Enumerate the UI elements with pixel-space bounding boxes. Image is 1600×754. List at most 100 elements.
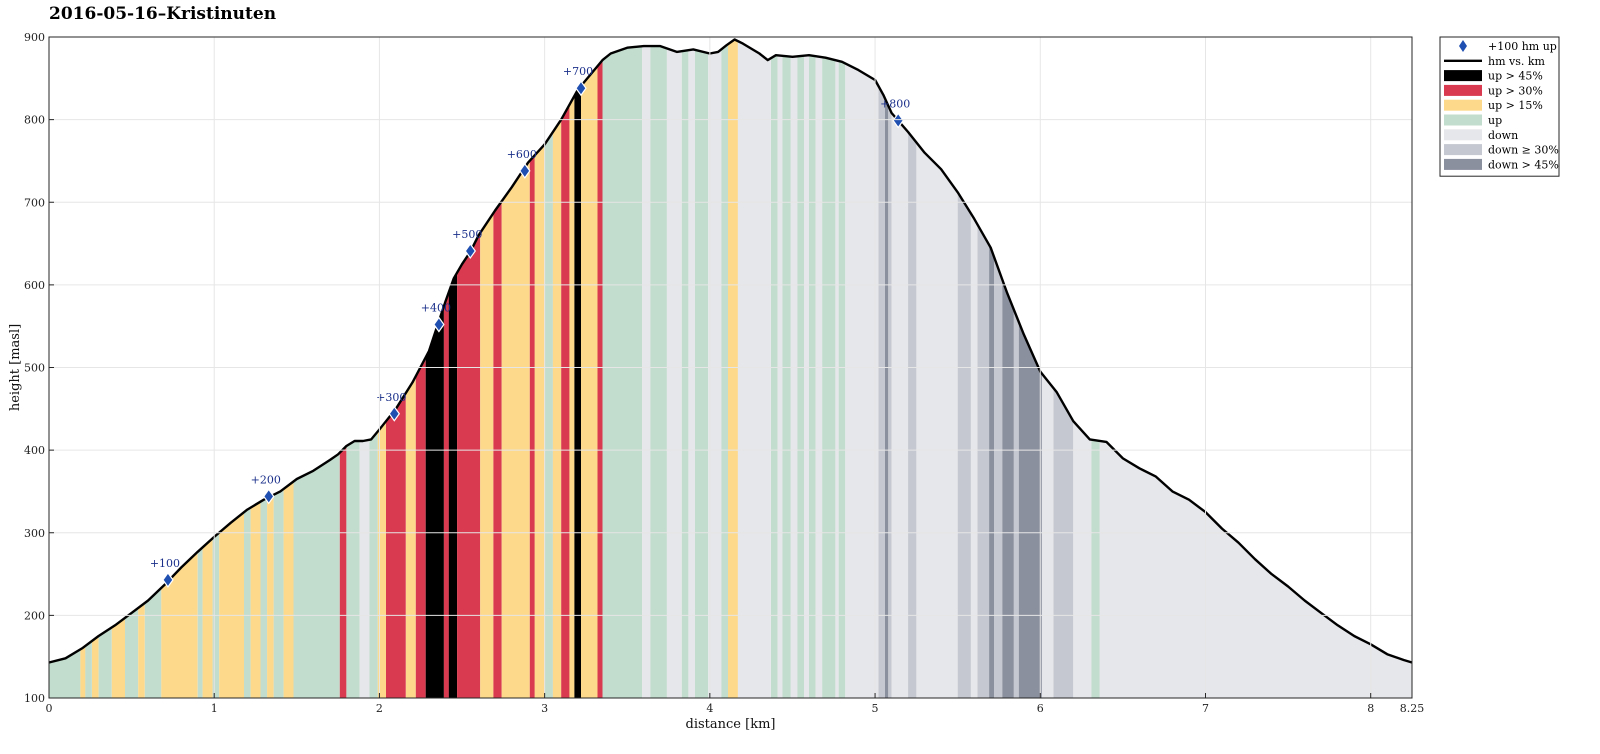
band-up45 <box>574 39 581 698</box>
marker-diamond <box>892 112 904 129</box>
y-tick-label: 400 <box>24 444 45 457</box>
band-down30 <box>878 39 885 698</box>
band-up <box>822 39 836 698</box>
band-down <box>666 39 682 698</box>
axes: 0 1 2 3 4 5 6 7 8 8.25 100 200 300 400 500 600 700 800 900… <box>8 31 1424 732</box>
band-down45 <box>989 39 995 698</box>
x-tick-label: 6 <box>1037 702 1044 715</box>
x-tick-label: 5 <box>872 702 879 715</box>
band-down <box>804 39 809 698</box>
band-up45 <box>448 39 458 698</box>
band-up15 <box>552 39 562 698</box>
band-down30 <box>977 39 990 698</box>
band-up30 <box>443 39 449 698</box>
band-up <box>809 39 816 698</box>
y-tick-label: 600 <box>24 279 45 292</box>
y-tick-label: 300 <box>24 527 45 540</box>
legend-swatch-up <box>1444 114 1482 126</box>
band-down30 <box>1013 39 1019 698</box>
band-up <box>681 39 689 698</box>
legend-label: up <box>1488 114 1502 127</box>
legend-swatch-down30 <box>1444 144 1482 156</box>
band-down30 <box>994 39 1003 698</box>
x-tick-label: 8.25 <box>1400 702 1425 715</box>
band-down45 <box>885 39 889 698</box>
legend-swatch-up30 <box>1444 84 1482 96</box>
marker-label: +300 <box>376 391 406 404</box>
band-down <box>737 39 771 698</box>
band-down <box>815 39 823 698</box>
y-tick-label: 900 <box>24 31 45 44</box>
band-up <box>721 39 728 698</box>
band-up30 <box>597 39 603 698</box>
marker-diamond <box>464 242 477 260</box>
band-up <box>771 39 778 698</box>
legend-swatch-up15 <box>1444 99 1482 111</box>
marker-diamond <box>388 405 401 422</box>
band-up15 <box>581 39 598 698</box>
band-up15 <box>534 39 545 698</box>
legend-label: up > 15% <box>1488 99 1543 112</box>
y-tick-label: 500 <box>24 362 45 375</box>
x-tick-label: 3 <box>541 702 548 715</box>
band-up30 <box>529 39 535 698</box>
marker-diamond <box>575 80 587 97</box>
band-down45 <box>1002 39 1014 698</box>
x-tick-label: 7 <box>1202 702 1209 715</box>
chart-title: 2016-05-16–Kristinuten <box>49 4 277 24</box>
y-tick-label: 200 <box>24 609 45 622</box>
band-down <box>688 39 695 698</box>
legend-swatch-up45 <box>1444 70 1482 82</box>
legend-label: hm vs. km <box>1488 55 1546 68</box>
x-tick-label: 1 <box>211 702 218 715</box>
legend-label: up > 30% <box>1488 84 1543 97</box>
legend-label: +100 hm up <box>1488 40 1557 53</box>
band-down <box>845 39 879 698</box>
band-up <box>695 39 709 698</box>
marker-label: +400 <box>421 302 451 315</box>
x-tick-label: 2 <box>376 702 383 715</box>
band-down <box>777 39 783 698</box>
x-tick-label: 8 <box>1367 702 1374 715</box>
y-tick-label: 100 <box>24 692 45 705</box>
band-up15 <box>569 39 575 698</box>
marker-label: +200 <box>251 473 281 486</box>
x-tick-label: 4 <box>706 702 713 715</box>
band-down30 <box>888 39 892 698</box>
band-up15 <box>728 39 738 698</box>
band-up <box>782 39 791 698</box>
band-up <box>544 39 553 698</box>
marker-diamond <box>433 316 445 333</box>
marker-label: +600 <box>507 148 537 161</box>
band-down <box>891 39 909 698</box>
legend-swatch-marker <box>1459 40 1467 52</box>
band-down <box>708 39 722 698</box>
marker-label: +700 <box>563 65 593 78</box>
y-axis-label: height [masl] <box>8 324 23 411</box>
band-up30 <box>493 39 502 698</box>
legend-label: down > 45% <box>1488 158 1559 171</box>
legend-swatch-down <box>1444 129 1482 141</box>
band-down <box>642 39 651 698</box>
y-tick-label: 800 <box>24 114 45 127</box>
marker-label: +800 <box>880 97 910 110</box>
marker-diamond <box>162 571 174 588</box>
band-down <box>835 39 839 698</box>
band-down <box>790 39 798 698</box>
legend-swatch-down45 <box>1444 158 1482 170</box>
band-down <box>970 39 978 698</box>
marker-label: +100 <box>150 557 180 570</box>
band-up30 <box>561 39 570 698</box>
x-tick-label: 0 <box>46 702 53 715</box>
legend-label: down <box>1488 129 1518 142</box>
band-up <box>602 39 643 698</box>
x-axis-label: distance [km] <box>686 717 776 732</box>
legend-label: down ≥ 30% <box>1488 144 1559 157</box>
band-up <box>838 39 846 698</box>
marker-diamond <box>262 488 275 505</box>
band-up <box>797 39 804 698</box>
y-tick-label: 700 <box>24 196 45 209</box>
legend-label: up > 45% <box>1488 70 1543 83</box>
marker-diamond <box>519 162 531 179</box>
